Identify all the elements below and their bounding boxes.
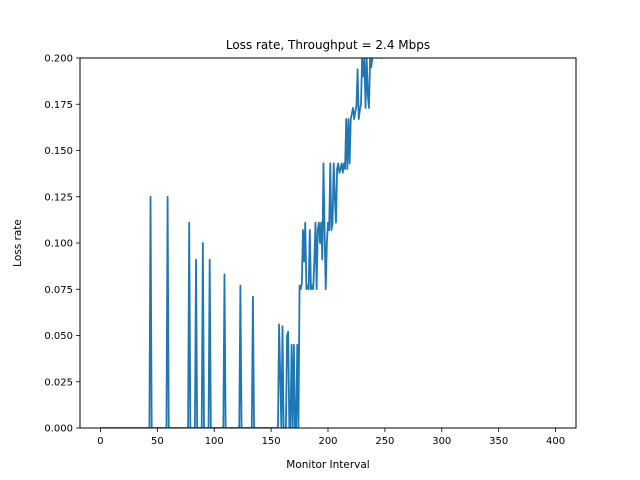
- x-tick-label: 200: [318, 436, 337, 447]
- x-tick-label: 100: [205, 436, 224, 447]
- x-tick-label: 50: [151, 436, 164, 447]
- y-tick-label: 0.050: [44, 331, 73, 342]
- y-tick-label: 0.100: [44, 239, 73, 250]
- y-tick-label: 0.025: [44, 377, 73, 388]
- y-tick-label: 0.175: [44, 100, 73, 111]
- y-tick-label: 0.125: [44, 192, 73, 203]
- series-line-0: [100, 58, 383, 428]
- y-axis-label: Loss rate: [12, 219, 24, 267]
- chart-title: Loss rate, Throughput = 2.4 Mbps: [226, 38, 430, 52]
- x-tick-label: 350: [489, 436, 508, 447]
- x-tick-label: 300: [432, 436, 451, 447]
- plot-frame: [79, 57, 577, 429]
- plot-area: [79, 57, 577, 429]
- x-tick-label: 400: [546, 436, 565, 447]
- x-tick-label: 150: [262, 436, 281, 447]
- y-tick-label: 0.075: [44, 285, 73, 296]
- y-tick-label: 0.150: [44, 146, 73, 157]
- y-tick-label: 0.000: [44, 424, 73, 435]
- x-axis: 0 50 100 150 200 250 300 350 400: [97, 428, 565, 447]
- y-tick-label: 0.200: [44, 54, 73, 65]
- x-tick-label: 250: [375, 436, 394, 447]
- x-axis-label: Monitor Interval: [286, 459, 369, 471]
- x-tick-label: 0: [97, 436, 103, 447]
- y-axis: 0.000 0.025 0.050 0.075 0.100 0.125 0.150 0.175…: [44, 54, 80, 435]
